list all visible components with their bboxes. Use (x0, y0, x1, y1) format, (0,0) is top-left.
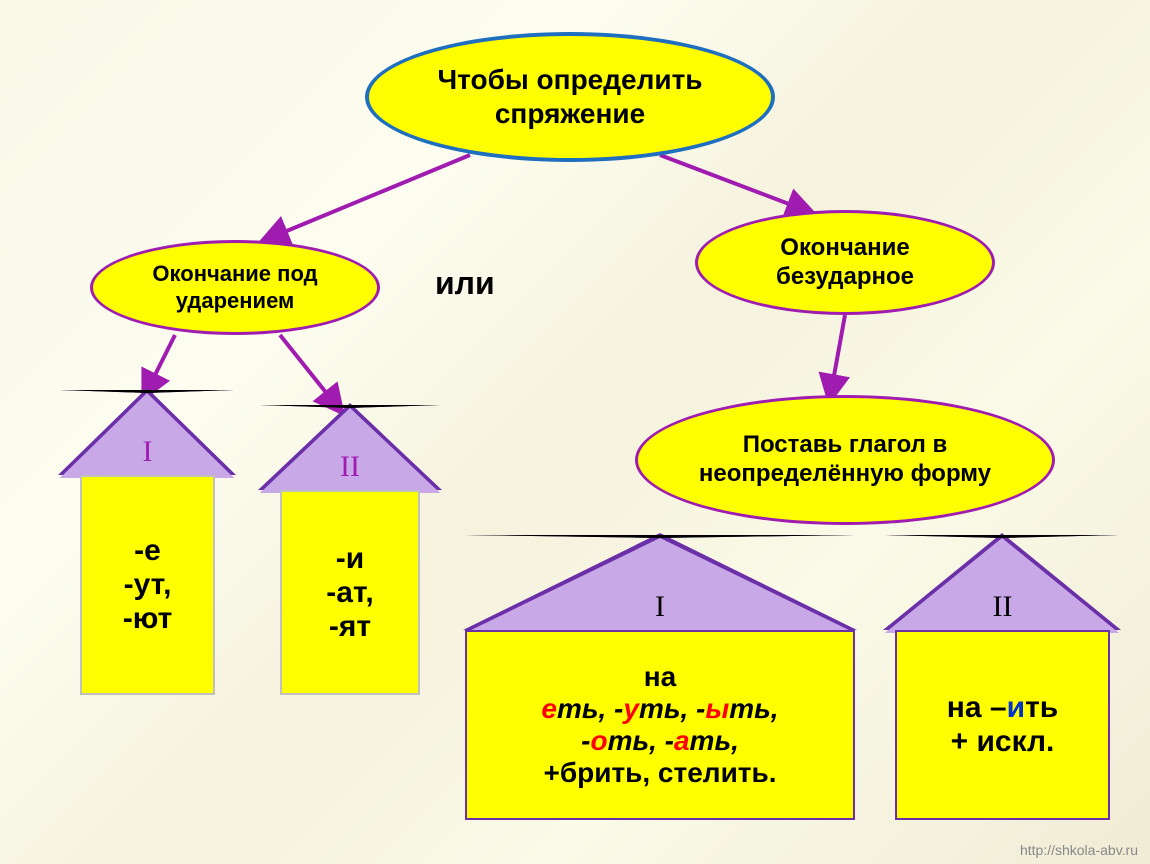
ending-line: -ат, (326, 576, 373, 610)
node-right: Окончание безударное (695, 210, 995, 315)
roof-label: I (465, 590, 855, 624)
footer-url: http://shkola-abv.ru (1020, 842, 1138, 858)
ending-line: еть, -уть, -ыть, (541, 693, 778, 725)
roof-label: I (60, 435, 235, 469)
ending-line: на (644, 661, 676, 693)
house-body: наеть, -уть, -ыть,-оть, -ать,+брить, сте… (465, 630, 855, 820)
node-top-text: Чтобы определить спряжение (389, 63, 751, 130)
node-right-text: Окончание безударное (718, 234, 972, 292)
node-infinitive-text: Поставь глагол в неопределённую форму (658, 431, 1032, 489)
house-body: на –ить+ искл. (895, 630, 1110, 820)
ending-line: -е (134, 534, 161, 568)
ending-line: -ят (329, 610, 371, 644)
diagram-container: Чтобы определить спряжение Окончание под… (0, 0, 1150, 864)
ending-line: -и (336, 542, 364, 576)
ending-line: -ют (123, 602, 173, 636)
ending-line: +брить, стелить. (543, 757, 776, 789)
roof-label: II (885, 590, 1120, 624)
node-infinitive: Поставь глагол в неопределённую форму (635, 395, 1055, 525)
node-left-text: Окончание под ударением (113, 261, 357, 314)
house-body: -е-ут,-ют (80, 475, 215, 695)
node-top: Чтобы определить спряжение (365, 32, 775, 162)
ending-line: + искл. (951, 725, 1055, 759)
house-body: -и-ат,-ят (280, 490, 420, 695)
ending-line: -ут, (124, 568, 172, 602)
node-left: Окончание под ударением (90, 240, 380, 335)
ending-line: -оть, -ать, (581, 725, 739, 757)
roof-label: II (260, 450, 440, 484)
ending-line: на –ить (947, 691, 1058, 725)
or-label: или (435, 265, 495, 302)
